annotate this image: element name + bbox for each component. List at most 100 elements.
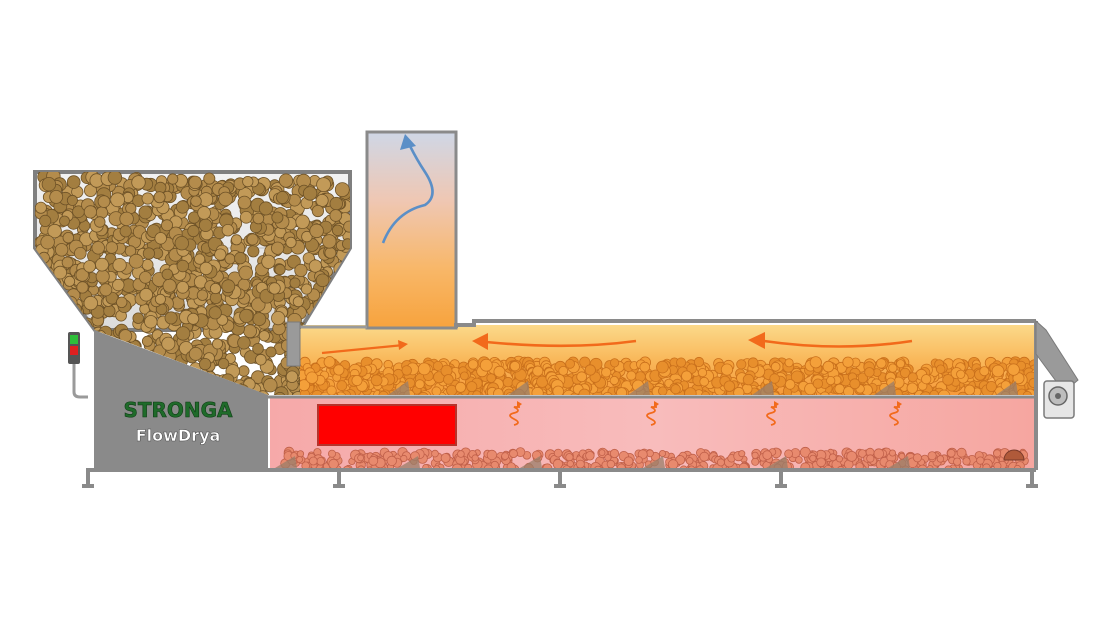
pellet [48,294,61,307]
pellet [62,231,75,244]
pellet [343,262,350,274]
pellet [119,225,132,238]
pellet [52,368,64,380]
pellet [309,223,324,239]
pellet [340,291,350,307]
pellet [459,371,469,381]
pellet [822,360,835,373]
pellet [79,358,91,371]
pellet [318,305,333,320]
pellet [294,263,308,277]
pellet [301,461,310,468]
pellet [327,449,336,458]
pellet [343,465,351,468]
pellet [493,365,506,378]
pellet [747,357,759,369]
pellet [962,457,971,466]
pellet [45,288,57,300]
pellet [509,360,521,372]
pellet [479,358,493,372]
pellet [907,372,918,383]
pellet [906,382,919,394]
pellet [466,381,478,393]
pellet [41,312,55,326]
pellet [60,390,75,395]
pellet [328,458,339,468]
pellet [609,448,620,459]
pellet [784,358,794,368]
pellet [285,370,299,383]
pellet [51,366,66,381]
pellet [296,450,305,458]
pellet [43,349,57,364]
leg [337,470,341,484]
pellet [846,450,858,462]
pellet [490,460,499,468]
pellet [224,253,236,265]
pellet [326,284,341,299]
pellet [38,336,51,348]
paddle [520,456,542,468]
status-light-green [70,335,78,344]
pellet [472,390,482,395]
pellet [48,327,62,340]
pellet [78,340,91,353]
pellet [164,311,178,325]
pellet [139,287,154,302]
pellet [131,175,146,190]
pellet [849,378,861,390]
pellet [351,374,363,386]
pellet [188,346,203,361]
pellet [139,271,152,284]
pellet [42,274,55,287]
pellet [738,462,749,468]
pellet [59,215,70,227]
pellet [799,446,811,458]
pellet [493,388,504,395]
pellet [769,373,780,384]
pellet [78,319,93,334]
brand-name: STRONGA [123,398,233,422]
pellet [59,374,72,387]
pellet [128,253,144,269]
pellet [36,362,49,375]
pellet [58,370,74,385]
pellet [565,358,575,369]
pellet [238,265,254,281]
pellet [198,218,213,233]
pellet [501,452,510,461]
pellet [809,454,817,462]
pellet [532,365,544,377]
pellet [57,341,69,353]
pellet [338,312,350,327]
pellet [579,356,591,368]
pellet [95,269,110,284]
pellet [321,313,334,326]
pellet [81,362,94,376]
pellet [258,330,270,342]
pellet [221,223,235,237]
pellet [598,449,606,457]
pellet [316,177,332,193]
pellet [56,393,68,395]
pellet [194,253,206,265]
pellet [265,346,277,358]
pellet [976,456,985,465]
pellet [418,392,429,395]
pellet [79,372,93,387]
pellet [311,204,324,218]
pellet [733,386,745,395]
pellet [751,451,759,459]
pellet [263,378,278,393]
pellet [920,391,932,395]
pellet [174,235,190,251]
pellet [188,175,202,190]
pellet [685,457,694,465]
pellet [876,358,887,369]
pellet [44,288,58,302]
pellet [562,465,571,468]
pellet [176,280,190,294]
paddle [752,381,774,395]
pellet [39,214,52,227]
pellet [37,345,50,357]
